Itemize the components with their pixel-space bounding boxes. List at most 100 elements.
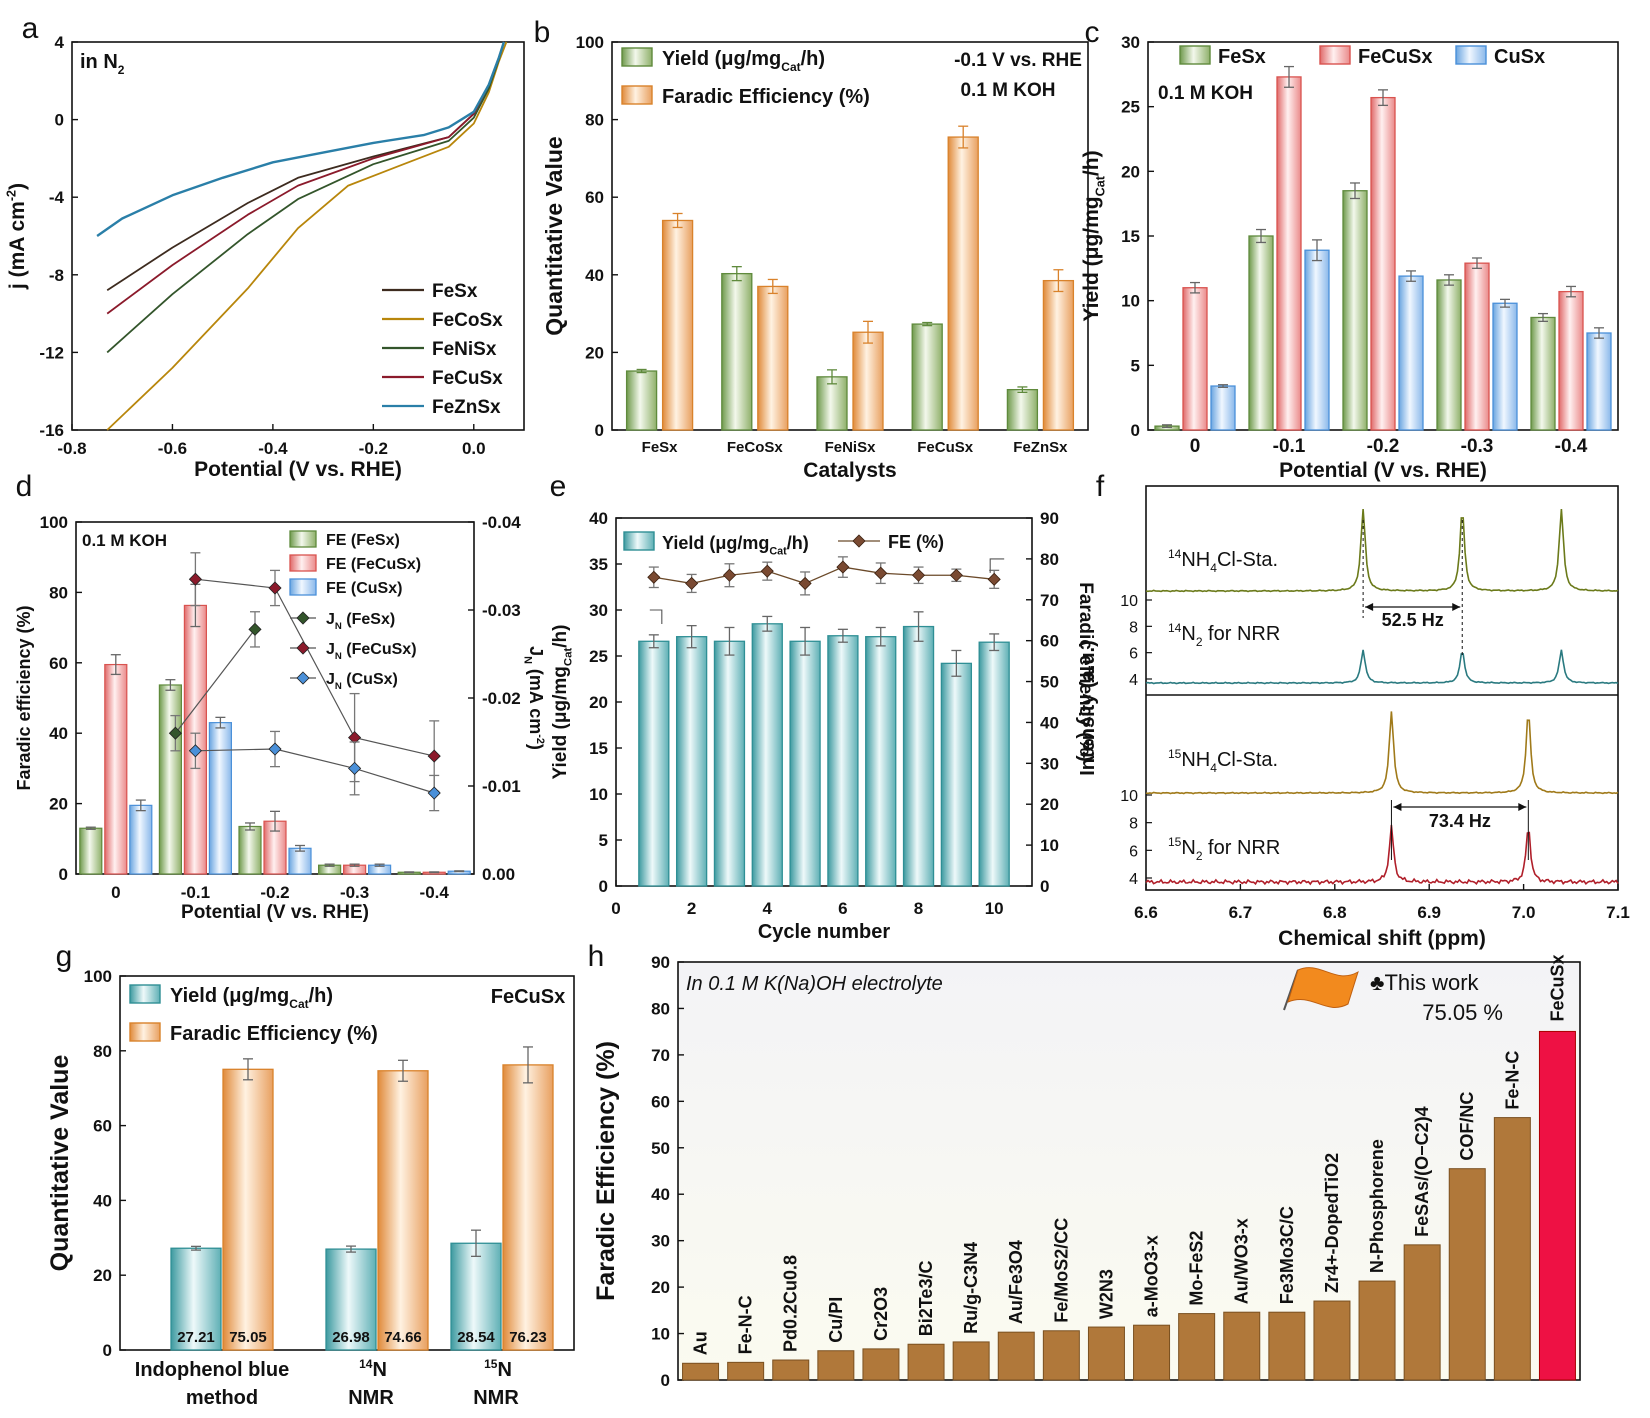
b-left-tick-label: 100 bbox=[576, 33, 604, 52]
f-spectrum-label-part: 15 bbox=[1168, 835, 1182, 849]
g-legend-swatch-yield bbox=[129, 984, 161, 1004]
a-legend-label: FeZnSx bbox=[432, 397, 501, 418]
d-jn-marker bbox=[188, 572, 202, 586]
b-panel-label: b bbox=[534, 16, 551, 49]
h-bar bbox=[997, 1331, 1035, 1381]
e-legend-marker-fe bbox=[852, 534, 866, 548]
g-category-label: Indophenol blue bbox=[135, 1359, 289, 1381]
a-plot-frame bbox=[71, 41, 525, 431]
e-legend-label-yield-part: Cat bbox=[769, 545, 787, 557]
h-bar bbox=[1042, 1330, 1080, 1381]
d-legend-label-jn-part: N bbox=[335, 681, 342, 692]
e-right-tick-label: 0 bbox=[1040, 877, 1049, 896]
h-category-label: Pd0.2Cu0.8 bbox=[781, 1255, 801, 1352]
e-y-axis-label: Yield (μg/mgCat/h) bbox=[550, 625, 575, 780]
e-left-tick-label: 40 bbox=[589, 509, 608, 528]
h-category-label: FeSAs/(O−C2)4 bbox=[1412, 1106, 1432, 1237]
d-legend-label-fe: FE (FeCuSx) bbox=[326, 556, 421, 573]
d-left-tick-label: 40 bbox=[49, 724, 68, 743]
e-fe-marker bbox=[760, 564, 774, 578]
g-legend-label-yield-part: /h) bbox=[309, 985, 333, 1007]
b-legend-label-yield: Yield (μg/mgCat/h) bbox=[662, 48, 825, 74]
f-sub-y-tick-label: 8 bbox=[1129, 816, 1138, 833]
e-legend-label-yield-part: Yield (μg/mg bbox=[662, 533, 769, 553]
a-series-line-feznsx bbox=[96, 41, 506, 237]
g-legend-swatch-fe bbox=[129, 1022, 161, 1042]
g-category-label: 14N bbox=[359, 1357, 387, 1381]
d-legend-label-jn: JN (CuSx) bbox=[326, 671, 398, 692]
h-bar bbox=[1087, 1326, 1125, 1381]
d-bar-fe bbox=[288, 847, 312, 875]
e-bar-yield bbox=[713, 640, 746, 887]
e-fe-marker bbox=[836, 560, 850, 574]
b-plot-frame bbox=[611, 41, 1089, 431]
f-x-tick-label: 6.9 bbox=[1417, 903, 1441, 922]
e-right-tick-label: 10 bbox=[1040, 836, 1059, 855]
e-legend-swatch-yield bbox=[623, 531, 655, 551]
h-bar bbox=[772, 1359, 810, 1381]
f-spectrum-label-part: 14 bbox=[1168, 621, 1182, 635]
e-bar-yield bbox=[865, 636, 897, 887]
d-jn-marker bbox=[168, 726, 182, 740]
f-sub-y-tick-label: 10 bbox=[1120, 593, 1138, 610]
d-bar-fe bbox=[79, 827, 103, 875]
c-y-axis-label-part: Cat bbox=[1093, 175, 1107, 196]
e-fe-marker bbox=[798, 576, 812, 590]
h-left-tick-label: 20 bbox=[651, 1278, 670, 1297]
h-bar bbox=[862, 1348, 900, 1381]
c-left-tick-label: 0 bbox=[1131, 421, 1140, 440]
f-spectrum-label-part: 15 bbox=[1168, 747, 1182, 761]
g-left-tick-label: 100 bbox=[84, 967, 112, 986]
f-spectrum-line bbox=[1145, 508, 1619, 593]
b-bar-fe bbox=[1042, 279, 1075, 431]
d-x-axis-label: Potential (V vs. RHE) bbox=[181, 902, 369, 923]
d-y2-axis-label-part: ) bbox=[526, 744, 546, 750]
d-jn-marker bbox=[427, 749, 441, 763]
g-bar-value-label: 28.54 bbox=[457, 1329, 495, 1346]
c-x-axis-label: Potential (V vs. RHE) bbox=[1279, 459, 1487, 482]
b-category-label: FeCoSx bbox=[727, 439, 784, 456]
h-category-label: Fe/MoS2/CC bbox=[1051, 1218, 1071, 1323]
e-x-tick-label: 10 bbox=[985, 899, 1004, 918]
d-bar-fe bbox=[238, 825, 262, 875]
h-left-tick-label: 80 bbox=[651, 999, 670, 1018]
a-y-axis-label: j (mA cm-2) bbox=[5, 183, 29, 290]
d-bar-fe bbox=[104, 663, 128, 875]
e-right-tick-label: 90 bbox=[1040, 509, 1059, 528]
f-spectrum-label: 14N2 for NRR bbox=[1168, 621, 1280, 649]
d-jn-line bbox=[174, 629, 256, 734]
a-legend-label: FeNiSx bbox=[432, 339, 497, 360]
c-bar-fecusx bbox=[1182, 287, 1208, 431]
f-x-tick-label: 7.1 bbox=[1606, 903, 1630, 922]
e-bar-yield bbox=[638, 640, 670, 887]
b-legend-swatch-fe bbox=[621, 85, 653, 105]
e-right-tick-label: 40 bbox=[1040, 713, 1059, 732]
f-y-axis-label: Intensity (a.u.) bbox=[1077, 640, 1099, 776]
c-y-axis-label-part: Yield (μg/mg bbox=[1080, 196, 1103, 321]
f-spectrum-label: 15NH4Cl-Sta. bbox=[1168, 747, 1278, 775]
g-bar-value-label: 76.23 bbox=[509, 1329, 547, 1346]
f-sub-y-tick-label: 4 bbox=[1129, 871, 1138, 888]
d-category-label: -0.3 bbox=[340, 883, 369, 902]
d-category-label: -0.2 bbox=[260, 883, 289, 902]
e-fe-marker bbox=[911, 568, 926, 582]
b-bar-fe bbox=[947, 136, 979, 431]
h-left-tick-label: 70 bbox=[651, 1046, 670, 1065]
d-legend-label-jn: JN (FeCuSx) bbox=[326, 641, 417, 662]
h-annotation: In 0.1 M K(Na)OH electrolyte bbox=[686, 973, 943, 995]
a-y-axis-label-part: ) bbox=[6, 183, 29, 190]
b-category-label: FeZnSx bbox=[1013, 439, 1068, 456]
h-category-label: Fe-N-C bbox=[736, 1295, 756, 1354]
c-bar-cusx bbox=[1304, 249, 1330, 431]
d-legend-marker-jn bbox=[296, 611, 310, 625]
c-left-tick-label: 20 bbox=[1121, 162, 1140, 181]
f-annotation-spacing-14n: 52.5 Hz bbox=[1382, 610, 1444, 630]
h-bar bbox=[952, 1341, 990, 1381]
g-category-label-part: N bbox=[497, 1359, 511, 1381]
d-right-tick-label: -0.01 bbox=[482, 777, 521, 796]
d-y2-axis-label-part: J bbox=[526, 646, 546, 656]
e-bar-yield bbox=[827, 635, 859, 887]
f-sub-y-tick-label: 4 bbox=[1129, 672, 1138, 689]
e-x-tick-label: 8 bbox=[914, 899, 923, 918]
g-y-axis-label: Quantitative Value bbox=[46, 1055, 74, 1272]
